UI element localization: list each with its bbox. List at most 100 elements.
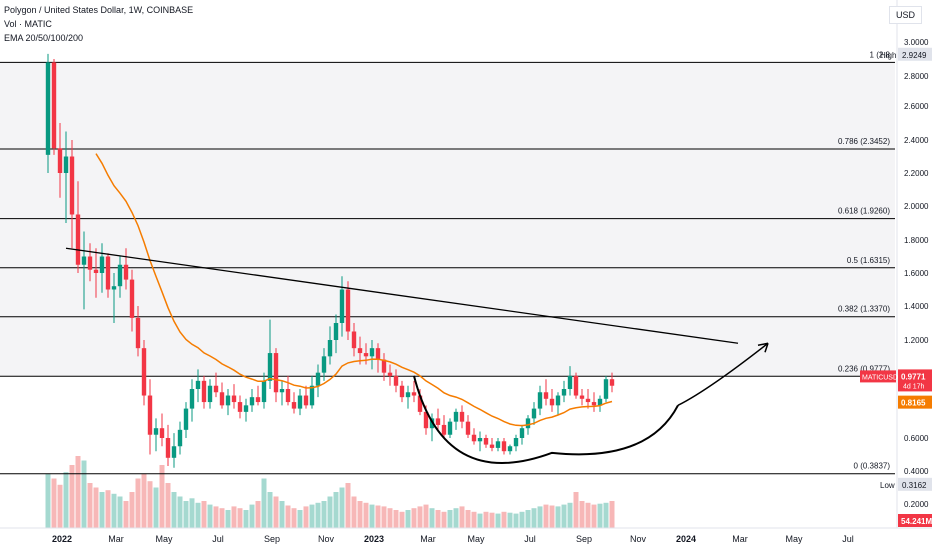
volume-bar [567, 502, 573, 528]
volume-bar [375, 505, 381, 528]
candle-body [447, 421, 453, 435]
price-tag-countdown: 4d 17h [903, 383, 925, 390]
volume-bar [153, 487, 159, 528]
candle-body [237, 402, 243, 412]
volume-bar [525, 510, 531, 528]
candle-body [177, 429, 183, 447]
volume-bar [441, 511, 447, 528]
volume-bar [381, 506, 387, 528]
volume-bar [357, 501, 363, 528]
candle-body [507, 446, 513, 452]
candle-body [489, 444, 495, 448]
candle-body [609, 379, 615, 386]
candle-body [99, 256, 105, 273]
candle-body [105, 256, 111, 290]
volume-bar [333, 492, 339, 528]
candle-body [129, 279, 135, 318]
price-tick-label: 2.8000 [904, 72, 929, 81]
candle-body [375, 348, 381, 360]
volume-bar [423, 504, 429, 528]
candle-body [513, 438, 519, 447]
candle-body [411, 392, 417, 396]
volume-bar [555, 506, 561, 528]
candle-body [465, 421, 471, 435]
candle-body [255, 397, 261, 403]
candle-body [63, 156, 69, 173]
candle-body [195, 380, 201, 389]
price-tick-label: 2.4000 [904, 136, 929, 145]
fib-tag-price: 0.3162 [902, 481, 927, 490]
candle-body [261, 380, 267, 403]
candle-body [543, 392, 549, 399]
candle-body [81, 256, 87, 265]
time-tick-label: Nov [630, 534, 647, 544]
fib-shade [0, 62, 895, 377]
volume-bar [411, 508, 417, 528]
volume-bar [489, 512, 495, 528]
candle-body [603, 379, 609, 399]
price-tick-label: 2.2000 [904, 169, 929, 178]
price-tick-label: 1.8000 [904, 236, 929, 245]
candle-body [171, 446, 177, 458]
candle-body [243, 405, 249, 412]
ema-indicator-label[interactable]: EMA 20/50/100/200 [4, 33, 84, 43]
volume-bar [603, 502, 609, 528]
candle-body [561, 389, 567, 396]
candle-body [381, 359, 387, 373]
volume-bar [159, 465, 165, 528]
candle-body [573, 375, 579, 396]
volume-bar [531, 508, 537, 528]
price-tag-box [898, 369, 932, 392]
time-tick-label: May [467, 534, 485, 544]
candle-body [555, 395, 561, 406]
volume-bar [63, 472, 69, 528]
candle-body [297, 395, 303, 409]
volume-bar [543, 504, 549, 528]
price-tag-box [898, 395, 932, 409]
time-tick-label: Jul [842, 534, 854, 544]
time-tick-label: 2024 [676, 534, 696, 544]
ema-line [95, 153, 613, 427]
volume-bar [123, 501, 129, 528]
volume-bar [549, 505, 555, 528]
volume-bar [243, 510, 249, 528]
candle-body [279, 389, 285, 393]
candle-body [393, 375, 399, 386]
volume-bar [93, 487, 99, 528]
fib-level-label: 0.618 (1.9260) [838, 207, 890, 216]
volume-bar [177, 496, 183, 528]
candle-body [585, 398, 591, 403]
descending-trendline [65, 247, 739, 344]
candle-body [69, 156, 75, 215]
symbol-title: Polygon / United States Dollar, 1W, COIN… [4, 5, 194, 15]
candle-body [219, 392, 225, 406]
candle-body [399, 385, 405, 398]
candle-body [435, 418, 441, 425]
candle-body [93, 269, 99, 273]
candle-body [165, 438, 171, 458]
price-tag-value: 0.8165 [901, 399, 926, 408]
currency-button[interactable]: USD [888, 6, 922, 24]
candle-body [201, 380, 207, 403]
volume-bar [183, 501, 189, 528]
candle-body [327, 340, 333, 357]
volume-bar [51, 478, 57, 528]
time-tick-label: Mar [108, 534, 124, 544]
time-tick-label: Jul [212, 534, 224, 544]
volume-bar [291, 508, 297, 528]
candle-body [303, 395, 309, 406]
candle-body [423, 411, 429, 429]
candle-body [225, 395, 231, 406]
volume-bar [387, 508, 393, 528]
fib-level-label: 0.786 (2.3452) [838, 137, 890, 146]
volume-bar [189, 498, 195, 528]
volume-bar [561, 504, 567, 528]
volume-bar [69, 465, 75, 528]
candle-body [441, 424, 447, 435]
fib-tag: Low [880, 481, 895, 490]
candle-body [567, 375, 573, 389]
volume-bar [105, 490, 111, 528]
candle-body [351, 331, 357, 349]
volume-indicator-label[interactable]: Vol · MATIC [4, 19, 52, 29]
